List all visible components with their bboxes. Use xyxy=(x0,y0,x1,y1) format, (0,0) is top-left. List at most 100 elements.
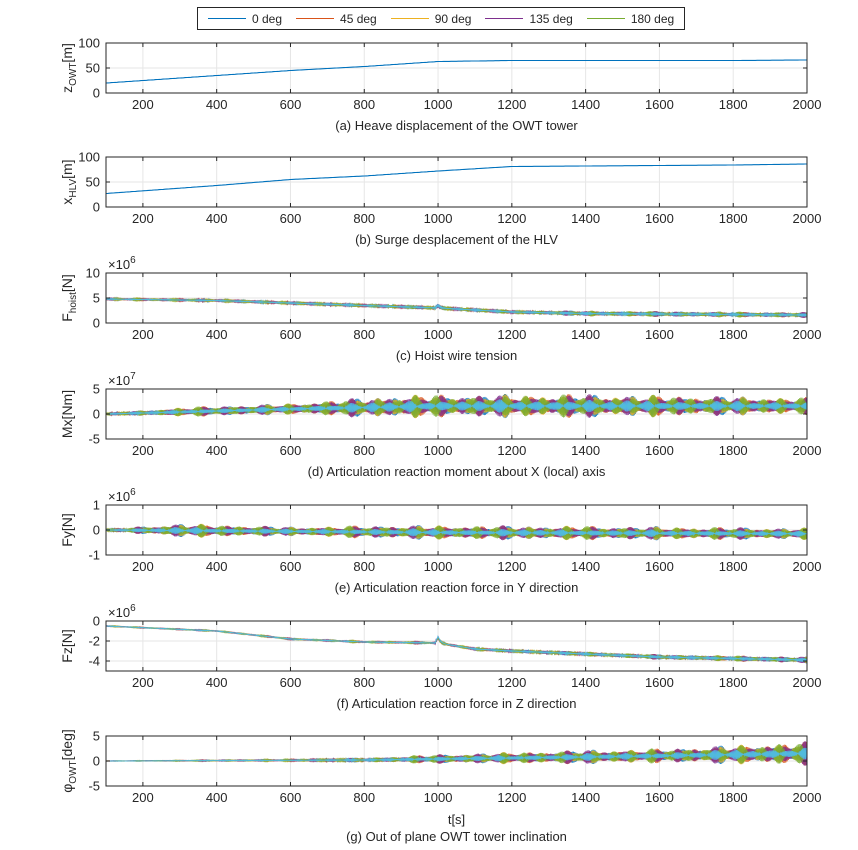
x-tick-label: 2000 xyxy=(793,211,822,226)
legend-label: 135 deg xyxy=(529,11,573,26)
x-tick-label: 200 xyxy=(132,790,154,805)
x-tick-label: 1400 xyxy=(571,97,600,112)
y-tick-label: 10 xyxy=(86,266,100,281)
y-tick-label: -4 xyxy=(88,654,100,669)
y-tick-label: 0 xyxy=(93,523,100,538)
chart-panel: 200 400 600 800 1000 1200 1400 1600 1800 2000 -5 0 5… xyxy=(59,729,821,845)
legend: 0 deg 45 deg 90 deg 135 deg 180 deg xyxy=(197,7,685,30)
panel-caption: (b) Surge desplacement of the HLV xyxy=(355,232,558,247)
x-tick-label: 800 xyxy=(353,443,375,458)
x-tick-label: 1600 xyxy=(645,675,674,690)
x-tick-label: 600 xyxy=(280,790,302,805)
y-axis-label: xHLV[m] xyxy=(59,159,79,204)
y-axis-label: zOWT[m] xyxy=(59,43,79,93)
y-axis-label-unit: [m] xyxy=(59,159,75,178)
x-tick-label: 1200 xyxy=(497,790,526,805)
x-tick-label: 1000 xyxy=(424,559,453,574)
legend-item: 135 deg xyxy=(485,11,573,26)
legend-label: 0 deg xyxy=(252,11,283,26)
y-tick-label: 0 xyxy=(93,614,100,629)
data-layer xyxy=(106,59,807,84)
x-tick-label: 1400 xyxy=(571,443,600,458)
y-axis-label-unit: [m] xyxy=(59,43,75,62)
x-tick-label: 1400 xyxy=(571,559,600,574)
y-axis-label-main: x xyxy=(59,198,75,205)
y-axis-label-unit: [N] xyxy=(59,274,75,292)
legend-swatch xyxy=(586,18,625,19)
y-axis-label: Mx[Nm] xyxy=(59,390,75,438)
x-tick-label: 600 xyxy=(280,97,302,112)
x-tick-label: 1600 xyxy=(645,327,674,342)
panel-caption: (c) Hoist wire tension xyxy=(396,348,517,363)
x-tick-label: 1800 xyxy=(719,97,748,112)
y-axis-label-sub: HLV xyxy=(68,179,79,198)
x-tick-label: 1000 xyxy=(424,443,453,458)
legend-label: 90 deg xyxy=(434,11,472,26)
x-tick-label: 200 xyxy=(132,327,154,342)
y-axis-label-sub: OWT xyxy=(68,760,79,783)
x-tick-label: 400 xyxy=(206,211,228,226)
chart-panel: 200 400 600 800 1000 1200 1400 1600 1800 2000 0 50 1… xyxy=(59,150,821,248)
y-exponent-power: 6 xyxy=(130,255,136,266)
x-tick-label: 1000 xyxy=(424,97,453,112)
x-tick-label: 1600 xyxy=(645,443,674,458)
x-tick-label: 1200 xyxy=(497,559,526,574)
y-tick-label: -5 xyxy=(88,779,100,794)
y-tick-label: 0 xyxy=(93,754,100,769)
y-tick-label: 0 xyxy=(93,200,100,215)
x-tick-label: 1800 xyxy=(719,790,748,805)
y-axis-label-unit: [deg] xyxy=(59,729,75,760)
x-tick-label: 1200 xyxy=(497,211,526,226)
data-layer xyxy=(106,393,807,419)
panel-caption: (d) Articulation reaction moment about X… xyxy=(308,464,606,479)
x-tick-label: 800 xyxy=(353,675,375,690)
legend-item: 0 deg xyxy=(208,12,282,26)
x-tick-label: 1000 xyxy=(424,211,453,226)
x-tick-label: 2000 xyxy=(793,790,822,805)
y-axis-label-sub: hoist xyxy=(68,292,79,313)
y-tick-label: -5 xyxy=(88,432,100,447)
x-tick-label: 1800 xyxy=(719,675,748,690)
y-tick-label: 0 xyxy=(93,407,100,422)
x-tick-label: 400 xyxy=(206,559,228,574)
y-tick-label: 0 xyxy=(93,316,100,331)
y-tick-label: 100 xyxy=(78,150,100,165)
y-axis-label: Fy[N] xyxy=(59,513,75,546)
x-tick-label: 2000 xyxy=(793,327,822,342)
legend-label: 45 deg xyxy=(340,11,377,26)
x-tick-label: 600 xyxy=(280,675,302,690)
legend-swatch xyxy=(390,18,429,19)
legend-swatch xyxy=(485,18,524,19)
x-tick-label: 1400 xyxy=(571,211,600,226)
y-tick-label: 0 xyxy=(93,86,100,101)
y-axis-label-main: Mx[Nm] xyxy=(59,390,75,438)
data-layer xyxy=(106,523,807,541)
x-tick-label: 1200 xyxy=(497,443,526,458)
x-tick-label: 1400 xyxy=(571,675,600,690)
x-tick-label: 2000 xyxy=(793,559,822,574)
series-line-0-deg xyxy=(106,59,807,84)
y-tick-label: 50 xyxy=(86,175,100,190)
x-tick-label: 2000 xyxy=(793,97,822,112)
y-exponent-label: ×106 xyxy=(108,255,136,272)
x-tick-label: 400 xyxy=(206,675,228,690)
data-layer xyxy=(106,163,807,195)
x-tick-label: 200 xyxy=(132,559,154,574)
x-tick-label: 1800 xyxy=(719,559,748,574)
panel-caption: (e) Articulation reaction force in Y dir… xyxy=(335,580,579,595)
x-tick-label: 2000 xyxy=(793,675,822,690)
x-tick-label: 400 xyxy=(206,443,228,458)
y-axis-label-main: φ xyxy=(59,784,75,793)
x-tick-label: 1400 xyxy=(571,790,600,805)
data-layer xyxy=(106,296,807,318)
y-tick-label: -2 xyxy=(88,634,100,649)
x-tick-label: 1000 xyxy=(424,327,453,342)
x-tick-label: 800 xyxy=(353,211,375,226)
chart-panel: 200 400 600 800 1000 1200 1400 1600 1800 2000 -4 -2… xyxy=(59,603,821,711)
x-tick-label: 800 xyxy=(353,790,375,805)
y-axis-label-main: z xyxy=(59,86,75,93)
x-tick-label: 1600 xyxy=(645,790,674,805)
data-layer xyxy=(106,624,807,664)
x-tick-label: 800 xyxy=(353,327,375,342)
